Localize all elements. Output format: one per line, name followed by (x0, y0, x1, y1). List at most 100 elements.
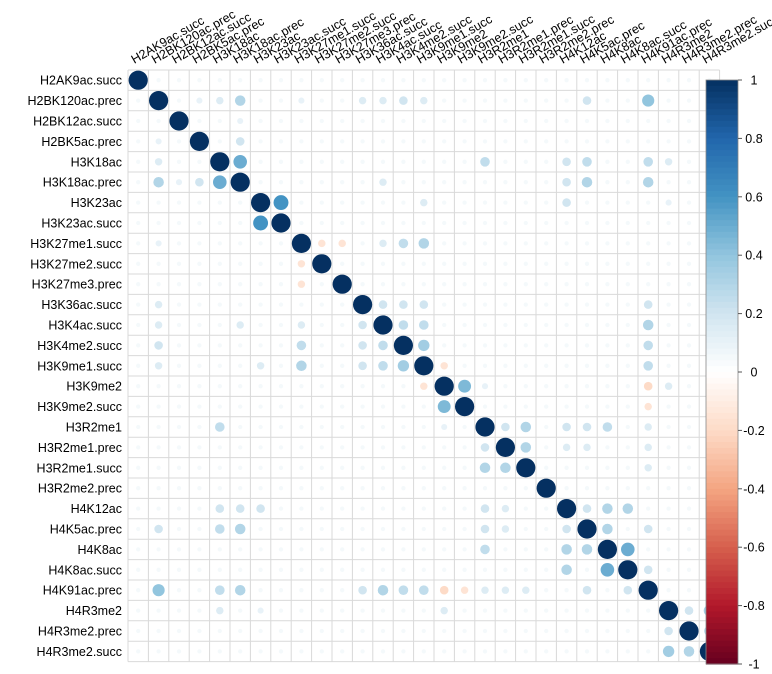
corr-cell-H3K23ac.succ-H4K12ac (564, 220, 569, 226)
corr-cell-H3R2me1.succ-H3K27me1.succ (299, 465, 304, 470)
corr-cell-H3K36ac.succ-H3K23ac (258, 302, 263, 307)
corr-cell-H4R3me2.succ-H3K18ac.prec (238, 649, 243, 654)
corr-cell-H3K9me2.succ-H3K27me3.prec (340, 404, 345, 409)
colorbar-segment (706, 482, 738, 490)
corr-cell-H4K5ac.prec-H3R2me1 (480, 524, 490, 534)
corr-cell-H3K36ac.succ-H3R2me1.succ (523, 302, 528, 307)
corr-cell-H3K9me2-H3K23ac (258, 384, 263, 389)
corr-cell-H2BK120ac.prec-H2BK5ac.prec (196, 97, 203, 104)
corr-cell-H3K9me2.succ-H3K9me1.succ (421, 404, 426, 409)
corr-cell-H2AK9ac.succ-H3R2me1.prec (503, 78, 508, 83)
corr-cell-H4K8ac-H4R3me2.prec (686, 547, 692, 552)
corr-cell-H3K18ac-H3R2me2.prec (544, 159, 549, 164)
corr-cell-H3K9me2.succ-H4K8ac (605, 404, 610, 409)
corr-cell-H3K27me1.succ-H4K5ac.prec (584, 241, 590, 246)
colorbar-segment (706, 325, 738, 332)
colorbar-segment (706, 354, 738, 361)
corr-cell-H2BK120ac.prec-H3K23ac.succ (278, 98, 284, 103)
colorbar-tick-label: 0.8 (745, 132, 762, 146)
corr-cell-H4K91ac.prec-H3K18ac (215, 585, 225, 595)
corr-cell-H2AK9ac.succ-H4K5ac.prec (584, 78, 590, 83)
corr-cell-H4R3me2-H4K8ac.succ (625, 608, 630, 613)
corr-cell-H3R2me1.succ-H4K5ac.prec (584, 465, 590, 470)
corr-cell-H4R3me2.prec-H3K4me2.succ (401, 628, 406, 634)
corr-cell-H4K91ac.prec-H4K12ac (564, 588, 569, 593)
corr-cell-H3R2me2.prec-H3R2me2.prec (536, 478, 556, 498)
corr-cell-H3R2me2.prec-H3K9me2 (442, 486, 447, 491)
corr-cell-H4K5ac.prec-H3K27me2.succ (319, 526, 324, 532)
colorbar-segment (706, 652, 738, 659)
colorbar-segment (706, 173, 738, 180)
corr-cell-H3K23ac-H3K23ac.succ (273, 195, 289, 211)
row-label: H3K27me1.succ (30, 237, 122, 251)
corr-cell-H3K27me1.succ-H3K23ac (258, 241, 263, 246)
corr-cell-H3K9me2.succ-H3R2me1.prec (503, 404, 508, 409)
corr-cell-H3K27me1.succ-H2AK9ac.succ (136, 241, 141, 246)
corr-cell-H4K8ac-H2BK120ac.prec (156, 547, 161, 552)
corr-cell-H4K8ac.succ-H4K8ac.succ (618, 560, 638, 580)
corr-cell-H3K18ac-H3K27me2.succ (319, 159, 324, 164)
corr-cell-H3K27me3.prec-H2BK12ac.succ (176, 282, 182, 287)
corr-cell-H2BK12ac.succ-H3R2me1.succ (523, 118, 528, 124)
corr-cell-H4K8ac-H2BK5ac.prec (197, 547, 202, 552)
corr-cell-H2AK9ac.succ-H3K27me3.prec (340, 78, 345, 83)
corr-cell-H4K91ac.prec-H3R2me1 (481, 586, 489, 594)
row-label: H2AK9ac.succ (40, 74, 122, 88)
corr-cell-H3K18ac.prec-H3K27me1.succ (299, 180, 304, 185)
corr-cell-H3K23ac-H4K91ac.prec (646, 200, 651, 205)
corr-cell-H4K8ac.succ-H3K36ac.succ (360, 567, 365, 572)
corr-cell-H4K8ac.succ-H3K4ac.succ (380, 567, 386, 572)
corr-cell-H3R2me1.prec-H3R2me1.prec (495, 437, 515, 457)
corr-cell-H3R2me1.prec-H3K23ac (258, 445, 263, 450)
corr-cell-H4K8ac.succ-H3K4me2.succ (401, 567, 406, 572)
corr-cell-H3K9me1.succ-H2BK5ac.prec (197, 363, 202, 368)
corr-cell-H3R2me1-H3K9me1.succ (421, 424, 426, 430)
corr-cell-H3K18ac-H2AK9ac.succ (136, 159, 141, 164)
corr-cell-H4K12ac-H4K91ac.prec (646, 506, 651, 511)
corr-cell-H2AK9ac.succ-H4K8ac (605, 78, 610, 83)
corr-cell-H2BK120ac.prec-H4K91ac.prec (642, 94, 655, 107)
corr-cell-H3R2me2.prec-H3K4ac.succ (380, 486, 386, 491)
corr-cell-H3K23ac-H3K27me1.succ (299, 200, 304, 205)
corr-cell-H3K9me2.succ-H3K23ac (258, 404, 263, 409)
corr-cell-H3K23ac-H4K5ac.prec (584, 200, 590, 205)
corr-cell-H2BK120ac.prec-H3K27me2.succ (319, 98, 324, 103)
corr-cell-H2BK12ac.succ-H4K8ac.succ (625, 118, 630, 124)
corr-cell-H3K27me3.prec-H4K12ac (564, 282, 569, 287)
corr-cell-H3K27me3.prec-H3K27me2.succ (319, 282, 324, 287)
corr-cell-H3K18ac-H3K18ac (210, 152, 230, 172)
corr-cell-H3K9me1.succ-H3K23ac (256, 362, 265, 370)
corr-cell-H2BK12ac.succ-H3K27me3.prec (340, 118, 345, 124)
corr-cell-H4R3me2.prec-H3K9me2.succ (462, 628, 467, 634)
corr-cell-H3K4me2.succ-H3K4me2.succ (393, 335, 413, 355)
corr-cell-H3K27me3.prec-H3K23ac.succ (278, 282, 284, 287)
corr-cell-H2AK9ac.succ-H3K9me2 (442, 78, 447, 83)
corr-cell-H3K27me1.succ-H3K9me2.succ (462, 241, 467, 246)
colorbar-segment (706, 658, 738, 665)
corr-cell-H2BK120ac.prec-H3K4me2.succ (399, 96, 408, 105)
corr-cell-H3R2me1.prec-H4K8ac.succ (625, 445, 630, 450)
corr-cell-H4R3me2.succ-H3R2me2.prec (544, 649, 549, 654)
corr-cell-H2AK9ac.succ-H3K36ac.succ (360, 78, 365, 83)
corr-cell-H3R2me1.prec-H4K5ac.prec (583, 443, 591, 452)
corr-cell-H3K27me3.prec-H3R2me1 (482, 282, 488, 287)
colorbar-segment (706, 471, 738, 478)
colorbar-tick-label: -0.4 (743, 482, 765, 496)
corr-cell-H3K36ac.succ-H3K27me2.succ (319, 302, 324, 307)
colorbar-segment (706, 85, 738, 93)
corr-cell-H4K12ac-H3R2me1 (480, 504, 490, 513)
corr-cell-H3R2me1.prec-H2BK12ac.succ (176, 445, 182, 450)
corr-cell-H4K91ac.prec-H3K27me1.succ (299, 588, 304, 593)
corr-cell-H4R3me2.succ-H3K23ac.succ (278, 649, 284, 654)
colorbar-segment (706, 161, 738, 169)
corr-cell-H2BK5ac.prec-H2AK9ac.succ (136, 139, 141, 144)
corr-cell-H3K9me1.succ-H3K18ac (217, 363, 222, 368)
colorbar-segment (706, 424, 738, 431)
colorbar-segment (706, 202, 738, 210)
corr-cell-H4R3me2.prec-H4R3me2.prec (679, 621, 699, 641)
corr-cell-H3R2me1-H3K18ac.prec (238, 424, 243, 430)
corr-cell-H3K9me2.succ-H4K12ac (564, 404, 569, 409)
corr-cell-H3R2me1-H3R2me2.prec (544, 424, 549, 430)
row-label: H4K8ac.succ (48, 563, 122, 577)
corr-cell-H4R3me2.succ-H3R2me1.succ (523, 649, 528, 654)
